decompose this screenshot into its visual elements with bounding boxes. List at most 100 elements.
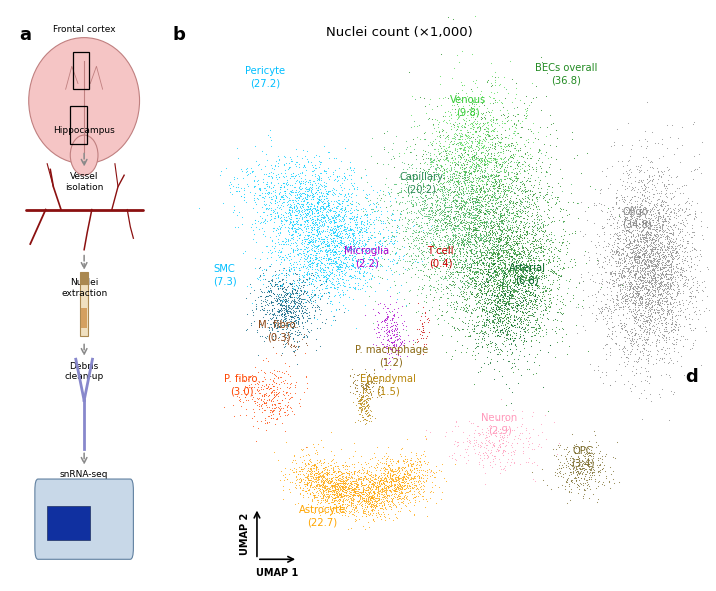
Point (667, 227, 679, 236)
Point (616, 204, 628, 213)
Point (442, 211, 453, 220)
Point (440, 268, 451, 278)
Point (470, 300, 482, 309)
Point (358, 495, 369, 504)
Point (231, 173, 243, 183)
Point (488, 124, 500, 134)
Point (491, 297, 503, 306)
Point (336, 488, 347, 498)
Point (679, 243, 690, 253)
Point (642, 226, 653, 236)
Point (543, 219, 554, 228)
Point (490, 345, 502, 354)
Point (322, 255, 334, 265)
Point (347, 509, 359, 519)
Point (467, 304, 478, 314)
Point (502, 281, 513, 291)
Point (644, 305, 656, 314)
Point (257, 230, 268, 239)
Point (301, 222, 312, 231)
Point (256, 322, 268, 332)
Point (451, 211, 463, 220)
Point (499, 466, 511, 475)
Point (504, 291, 516, 300)
Point (324, 478, 335, 488)
Point (510, 141, 521, 151)
Point (279, 197, 290, 206)
Point (423, 206, 435, 216)
Point (662, 255, 674, 264)
Point (336, 262, 347, 272)
Point (542, 213, 553, 222)
Point (480, 160, 492, 169)
Point (310, 250, 321, 259)
Point (261, 177, 273, 186)
Point (680, 272, 692, 281)
Point (252, 387, 263, 396)
Point (351, 501, 362, 511)
Point (473, 293, 485, 302)
Point (530, 264, 541, 273)
Point (461, 170, 473, 180)
Point (417, 251, 429, 260)
Point (623, 226, 634, 236)
Point (481, 155, 493, 165)
Point (486, 126, 498, 135)
Point (533, 290, 544, 300)
Point (338, 506, 349, 516)
Point (457, 121, 468, 130)
Point (290, 239, 301, 248)
Point (475, 175, 486, 184)
Point (315, 196, 326, 206)
Point (358, 496, 369, 506)
Point (503, 297, 515, 306)
Point (387, 493, 399, 502)
Point (639, 238, 651, 247)
Point (634, 233, 646, 243)
Point (616, 216, 628, 226)
Point (411, 174, 422, 184)
Point (369, 498, 380, 508)
Point (275, 293, 286, 302)
Point (670, 247, 682, 256)
Point (292, 342, 304, 352)
Point (316, 246, 327, 255)
Point (324, 255, 336, 264)
Point (294, 259, 306, 268)
Point (454, 215, 465, 224)
Point (349, 217, 360, 226)
Point (533, 256, 545, 265)
Point (572, 460, 584, 470)
Point (269, 399, 281, 408)
Point (465, 84, 477, 93)
Point (490, 306, 501, 316)
Point (271, 323, 282, 332)
Point (425, 160, 436, 169)
Point (462, 223, 473, 233)
Point (274, 281, 286, 290)
Point (633, 252, 644, 261)
Point (644, 323, 656, 333)
Point (653, 251, 664, 261)
Point (446, 290, 458, 300)
Point (387, 314, 398, 323)
Point (528, 236, 540, 246)
Point (651, 349, 662, 359)
Point (522, 285, 533, 295)
Point (473, 181, 485, 191)
Point (442, 262, 453, 272)
Point (347, 215, 358, 224)
Point (350, 380, 362, 389)
Point (427, 155, 439, 164)
Point (372, 493, 384, 503)
Point (422, 457, 433, 467)
Point (505, 282, 516, 292)
Point (294, 266, 305, 275)
Point (638, 246, 649, 256)
Point (357, 495, 369, 505)
Point (261, 149, 272, 158)
Point (417, 246, 429, 255)
Point (651, 243, 662, 253)
Point (310, 272, 321, 281)
Point (646, 300, 657, 310)
